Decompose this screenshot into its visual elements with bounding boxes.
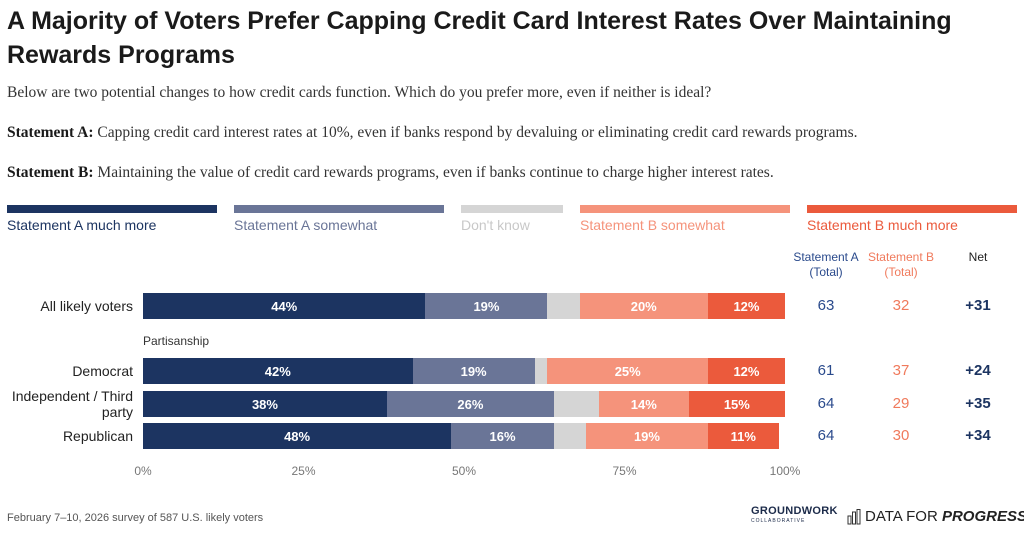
statement-a: Statement A: Capping credit card interes… [7, 124, 858, 142]
subtitle: Below are two potential changes to how c… [7, 84, 712, 101]
statement-label: Statement B: [7, 164, 94, 181]
x-tick-label: 75% [612, 464, 637, 478]
bar-segment: 25% [547, 358, 708, 384]
b-total: 29 [892, 395, 910, 412]
data-label: 26% [457, 396, 484, 412]
data-label: 19% [460, 363, 487, 379]
net: +24 [965, 362, 991, 379]
legend-label: Statement A somewhat [234, 217, 378, 233]
bar-segment: 48% [143, 423, 452, 449]
logo-text: DATA FOR [865, 508, 938, 525]
statement-b: Statement B: Maintaining the value of cr… [7, 164, 774, 182]
category-label: Democrat [72, 363, 133, 379]
legend-label: Statement B somewhat [580, 217, 725, 233]
logo: GROUNDWORK [751, 505, 838, 517]
bar-segment: 12% [707, 293, 785, 319]
data-label: 12% [733, 298, 760, 314]
bar-segment: 19% [585, 423, 708, 449]
chart-title: A Majority of Voters Prefer Capping Cred… [7, 7, 952, 69]
data-label: 20% [630, 298, 657, 314]
category-label: All likely voters [40, 298, 133, 314]
data-label: 11% [730, 428, 756, 444]
statement-text: Capping credit card interest rates at 10… [97, 124, 858, 141]
data-label: 19% [473, 298, 500, 314]
bar-segment: 14% [598, 391, 689, 417]
x-tick-label: 100% [769, 464, 801, 478]
a-total: 64 [817, 427, 835, 444]
statement-label: Statement A: [7, 124, 94, 141]
bar-segment: 19% [412, 358, 535, 384]
net: +31 [965, 297, 991, 314]
net: +35 [965, 395, 991, 412]
bar-segment: 15% [688, 391, 785, 417]
net: +34 [965, 427, 991, 444]
a-total: 63 [817, 297, 835, 314]
column-header: Statement B (Total) [867, 250, 935, 279]
data-label: 25% [614, 363, 641, 379]
bar-segment: 20% [579, 293, 708, 319]
bar-segment [547, 293, 580, 319]
legend-swatch [7, 205, 217, 213]
bar-segment: 16% [451, 423, 554, 449]
logo-text: PROGRESS [941, 508, 1024, 525]
x-tick-label: 50% [451, 464, 477, 478]
legend-swatch [461, 205, 563, 213]
x-tick-label: 25% [291, 464, 316, 478]
legend-swatch [807, 205, 1017, 213]
category-label: Independent / Third party [11, 388, 133, 420]
logo: DATA FOR PROGRESS [865, 508, 1024, 525]
data-label: 14% [630, 396, 657, 412]
source: February 7–10, 2026 survey of 587 U.S. l… [7, 512, 264, 524]
legend-label: Don't know [461, 217, 530, 233]
group-label: Partisanship [143, 334, 210, 348]
logo-sub: COLLABORATIVE [751, 518, 806, 524]
x-tick-label: 0% [134, 464, 152, 478]
bar-segment [553, 423, 586, 449]
a-total: 64 [817, 395, 835, 412]
a-total: 61 [817, 362, 835, 379]
legend-label: Statement B much more [807, 217, 958, 233]
data-label: 16% [489, 428, 516, 444]
bar-segment: 11% [707, 423, 779, 449]
b-total: 30 [892, 427, 910, 444]
data-label: 48% [284, 428, 311, 444]
data-label: 44% [271, 298, 298, 314]
statement-text: Maintaining the value of credit card rew… [97, 164, 774, 181]
data-label: 38% [251, 396, 278, 412]
data-label: 19% [633, 428, 660, 444]
category-label: Republican [62, 428, 133, 444]
bar-segment: 42% [143, 358, 413, 384]
bar-segment: 44% [143, 293, 426, 319]
legend-swatch [234, 205, 444, 213]
b-total: 37 [892, 362, 910, 379]
bar-segment [553, 391, 599, 417]
legend-swatch [580, 205, 790, 213]
bar-segment: 26% [386, 391, 554, 417]
column-header: Net [968, 250, 988, 264]
legend-label: Statement A much more [7, 217, 157, 233]
data-label: 42% [264, 363, 291, 379]
data-label: 15% [723, 396, 750, 412]
bar-segment: 19% [425, 293, 548, 319]
logo-icon [847, 509, 861, 525]
b-total: 32 [892, 297, 910, 314]
column-header: Statement A (Total) [793, 250, 859, 279]
bar-segment: 12% [707, 358, 785, 384]
data-label: 12% [733, 363, 760, 379]
bar-segment: 38% [143, 391, 387, 417]
bar-segment [534, 358, 548, 384]
